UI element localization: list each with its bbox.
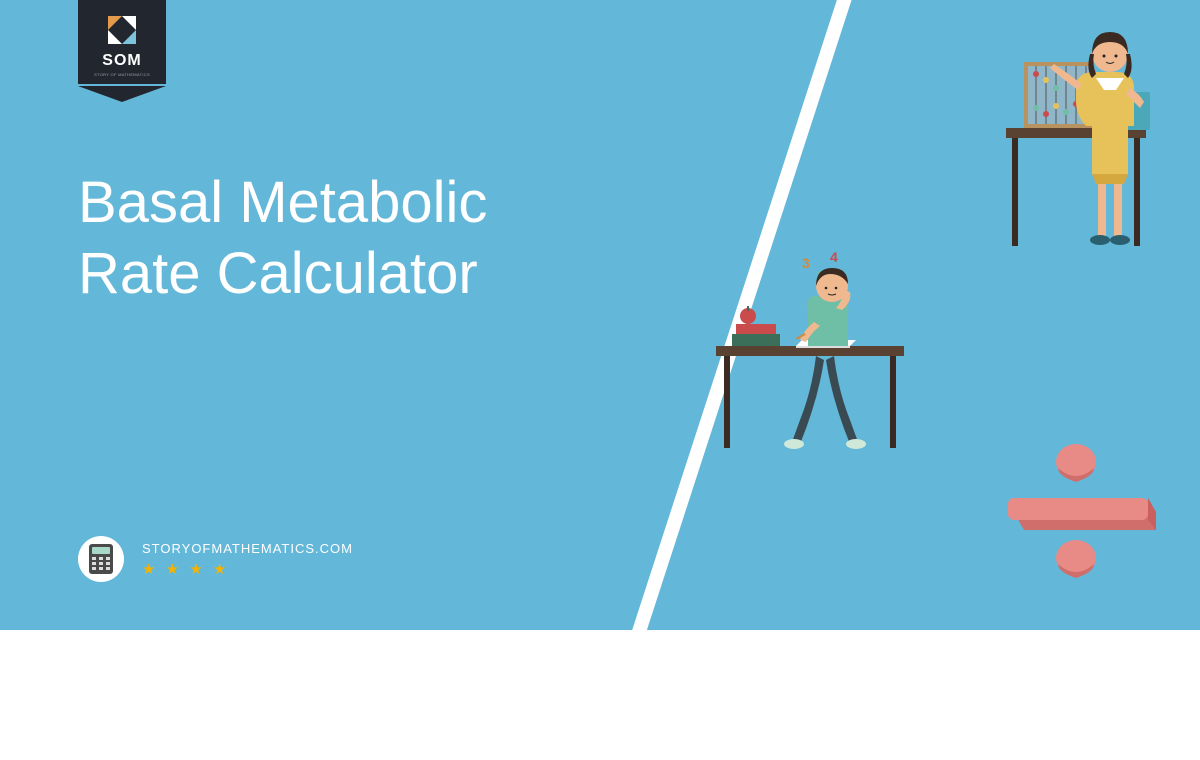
svg-text:3: 3 <box>802 255 810 271</box>
calculator-icon <box>78 536 124 582</box>
svg-text:4: 4 <box>830 250 838 265</box>
footer: STORYOFMATHEMATICS.COM ★ ★ ★ ★ <box>78 536 353 582</box>
division-sign-icon <box>998 432 1158 592</box>
som-logo-icon <box>104 12 140 48</box>
boy-studying-illustration: 3 4 2 <box>700 250 920 450</box>
star-rating: ★ ★ ★ ★ <box>142 560 353 578</box>
logo-badge: SOM STORY OF MATHEMATICS <box>78 0 166 100</box>
page-title: Basal Metabolic Rate Calculator <box>78 168 487 310</box>
hero-canvas: SOM STORY OF MATHEMATICS Basal Metabolic… <box>0 0 1200 630</box>
site-url: STORYOFMATHEMATICS.COM <box>142 541 353 556</box>
badge-subtext: STORY OF MATHEMATICS <box>78 72 166 77</box>
girl-abacus-illustration <box>996 18 1166 248</box>
badge-text: SOM <box>78 52 166 70</box>
